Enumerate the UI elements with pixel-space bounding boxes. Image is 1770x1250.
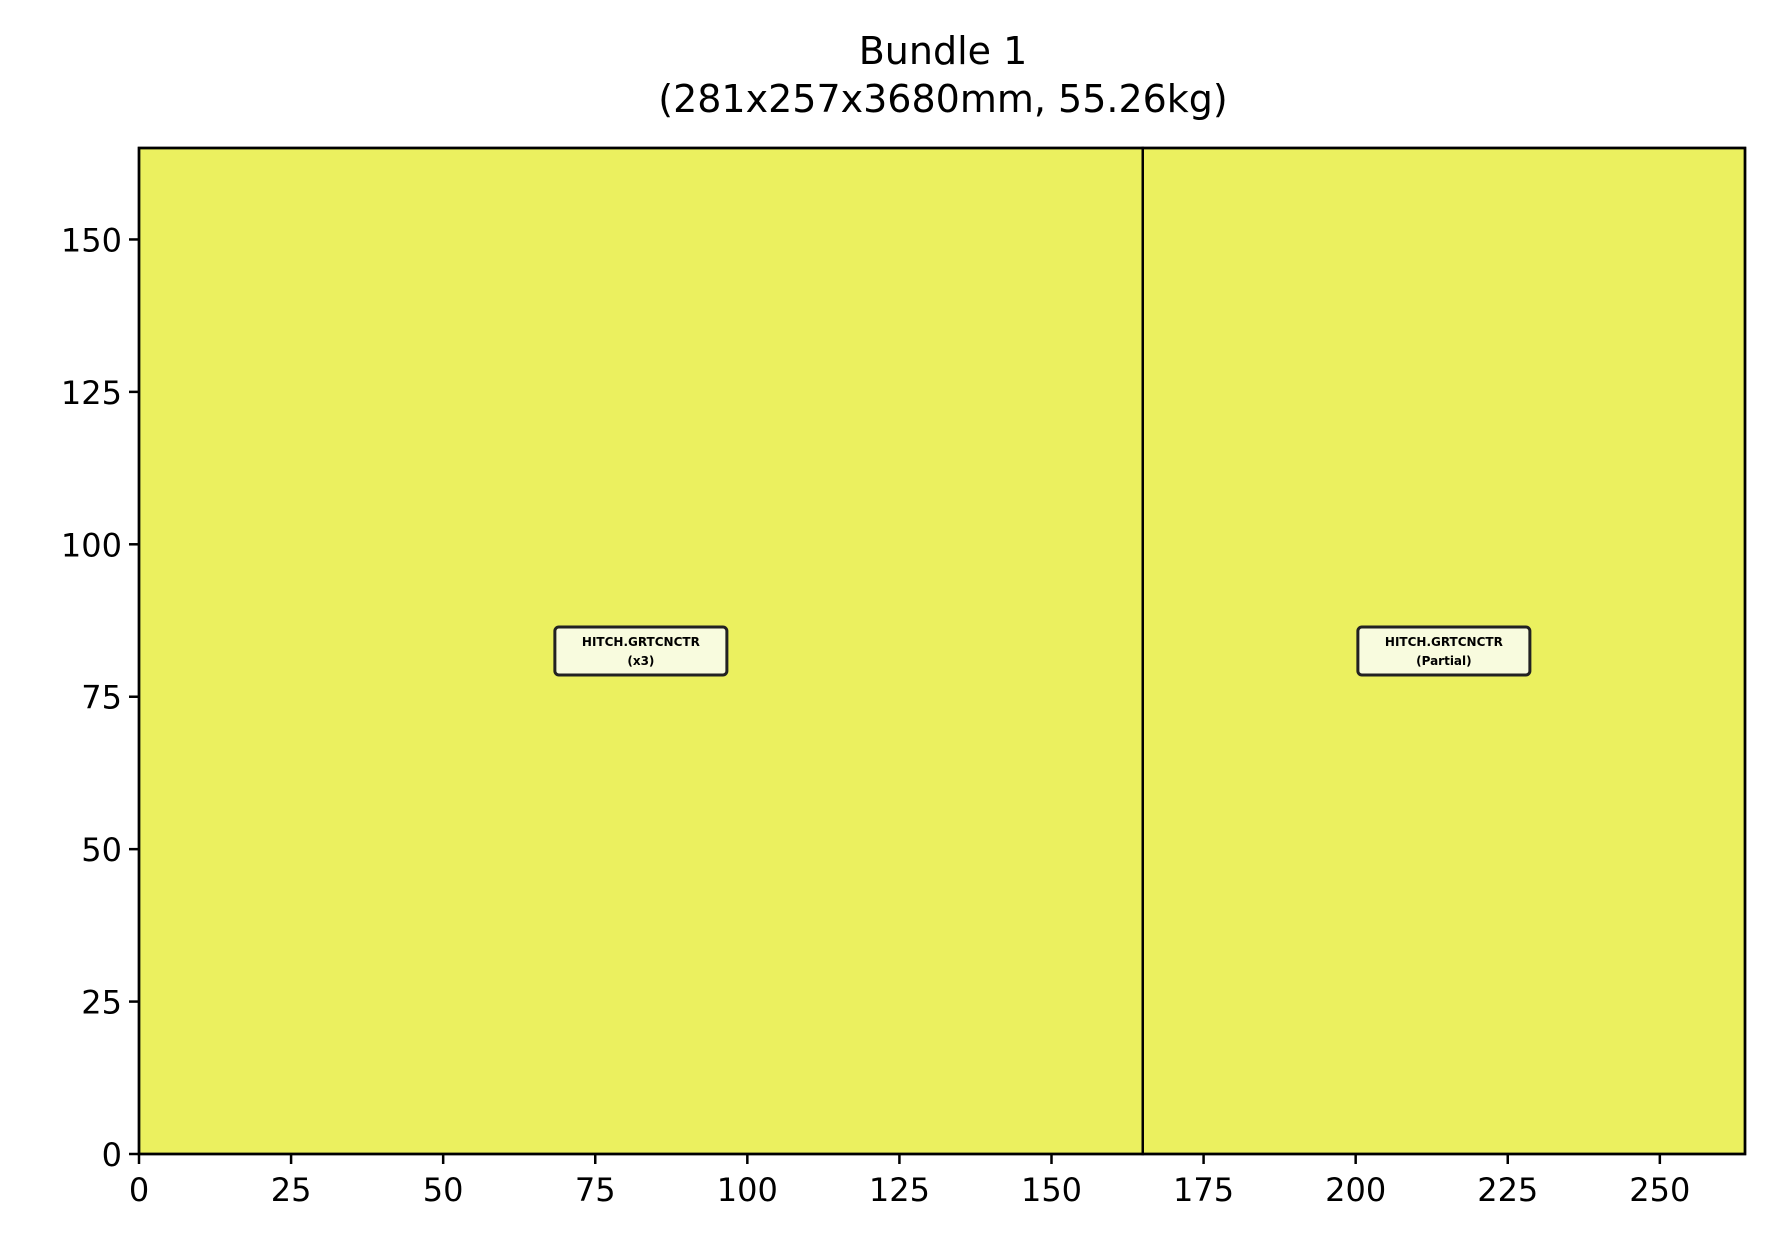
item-label-2: HITCH.GRTCNCTR (Partial): [1356, 625, 1532, 677]
y-tick-label: 50: [81, 831, 122, 869]
labels-layer: HITCH.GRTCNCTR (x3) HITCH.GRTCNCTR (Partial…: [553, 625, 1532, 677]
x-tick-label: 250: [1629, 1171, 1690, 1209]
y-tick-label: 150: [61, 221, 122, 259]
chart-subtitle: (281x257x3680mm, 55.26kg): [658, 77, 1228, 121]
x-tick-label: 150: [1021, 1171, 1082, 1209]
item-label-name: HITCH.GRTCNCTR: [582, 635, 700, 649]
chart-title: Bundle 1: [859, 29, 1028, 73]
item-label-box: [553, 625, 729, 677]
x-tick-label: 125: [869, 1171, 930, 1209]
item-label-1: HITCH.GRTCNCTR (x3): [553, 625, 729, 677]
x-tick-label: 0: [129, 1171, 149, 1209]
item-label-box: [1356, 625, 1532, 677]
rects-layer: [137, 146, 1747, 1156]
y-axis-ticks: 0 25 50 75 100 125 150: [61, 221, 139, 1174]
x-axis-ticks: 0 25 50 75 100 125 150 175 200 225 250: [129, 1154, 1690, 1209]
item-label-qty: (x3): [627, 654, 654, 668]
x-tick-label: 175: [1173, 1171, 1234, 1209]
y-tick-label: 25: [81, 984, 122, 1022]
y-tick-label: 100: [61, 526, 122, 564]
y-tick-label: 125: [61, 374, 122, 412]
x-tick-label: 100: [717, 1171, 778, 1209]
x-tick-label: 75: [575, 1171, 616, 1209]
item-label-qty: (Partial): [1416, 654, 1472, 668]
x-tick-label: 225: [1477, 1171, 1538, 1209]
axes-frame: [137, 146, 1747, 1156]
y-tick-label: 0: [102, 1136, 122, 1174]
item-label-name: HITCH.GRTCNCTR: [1385, 635, 1503, 649]
x-tick-label: 50: [423, 1171, 464, 1209]
y-tick-label: 75: [81, 679, 122, 717]
x-tick-label: 200: [1325, 1171, 1386, 1209]
x-tick-label: 25: [271, 1171, 312, 1209]
